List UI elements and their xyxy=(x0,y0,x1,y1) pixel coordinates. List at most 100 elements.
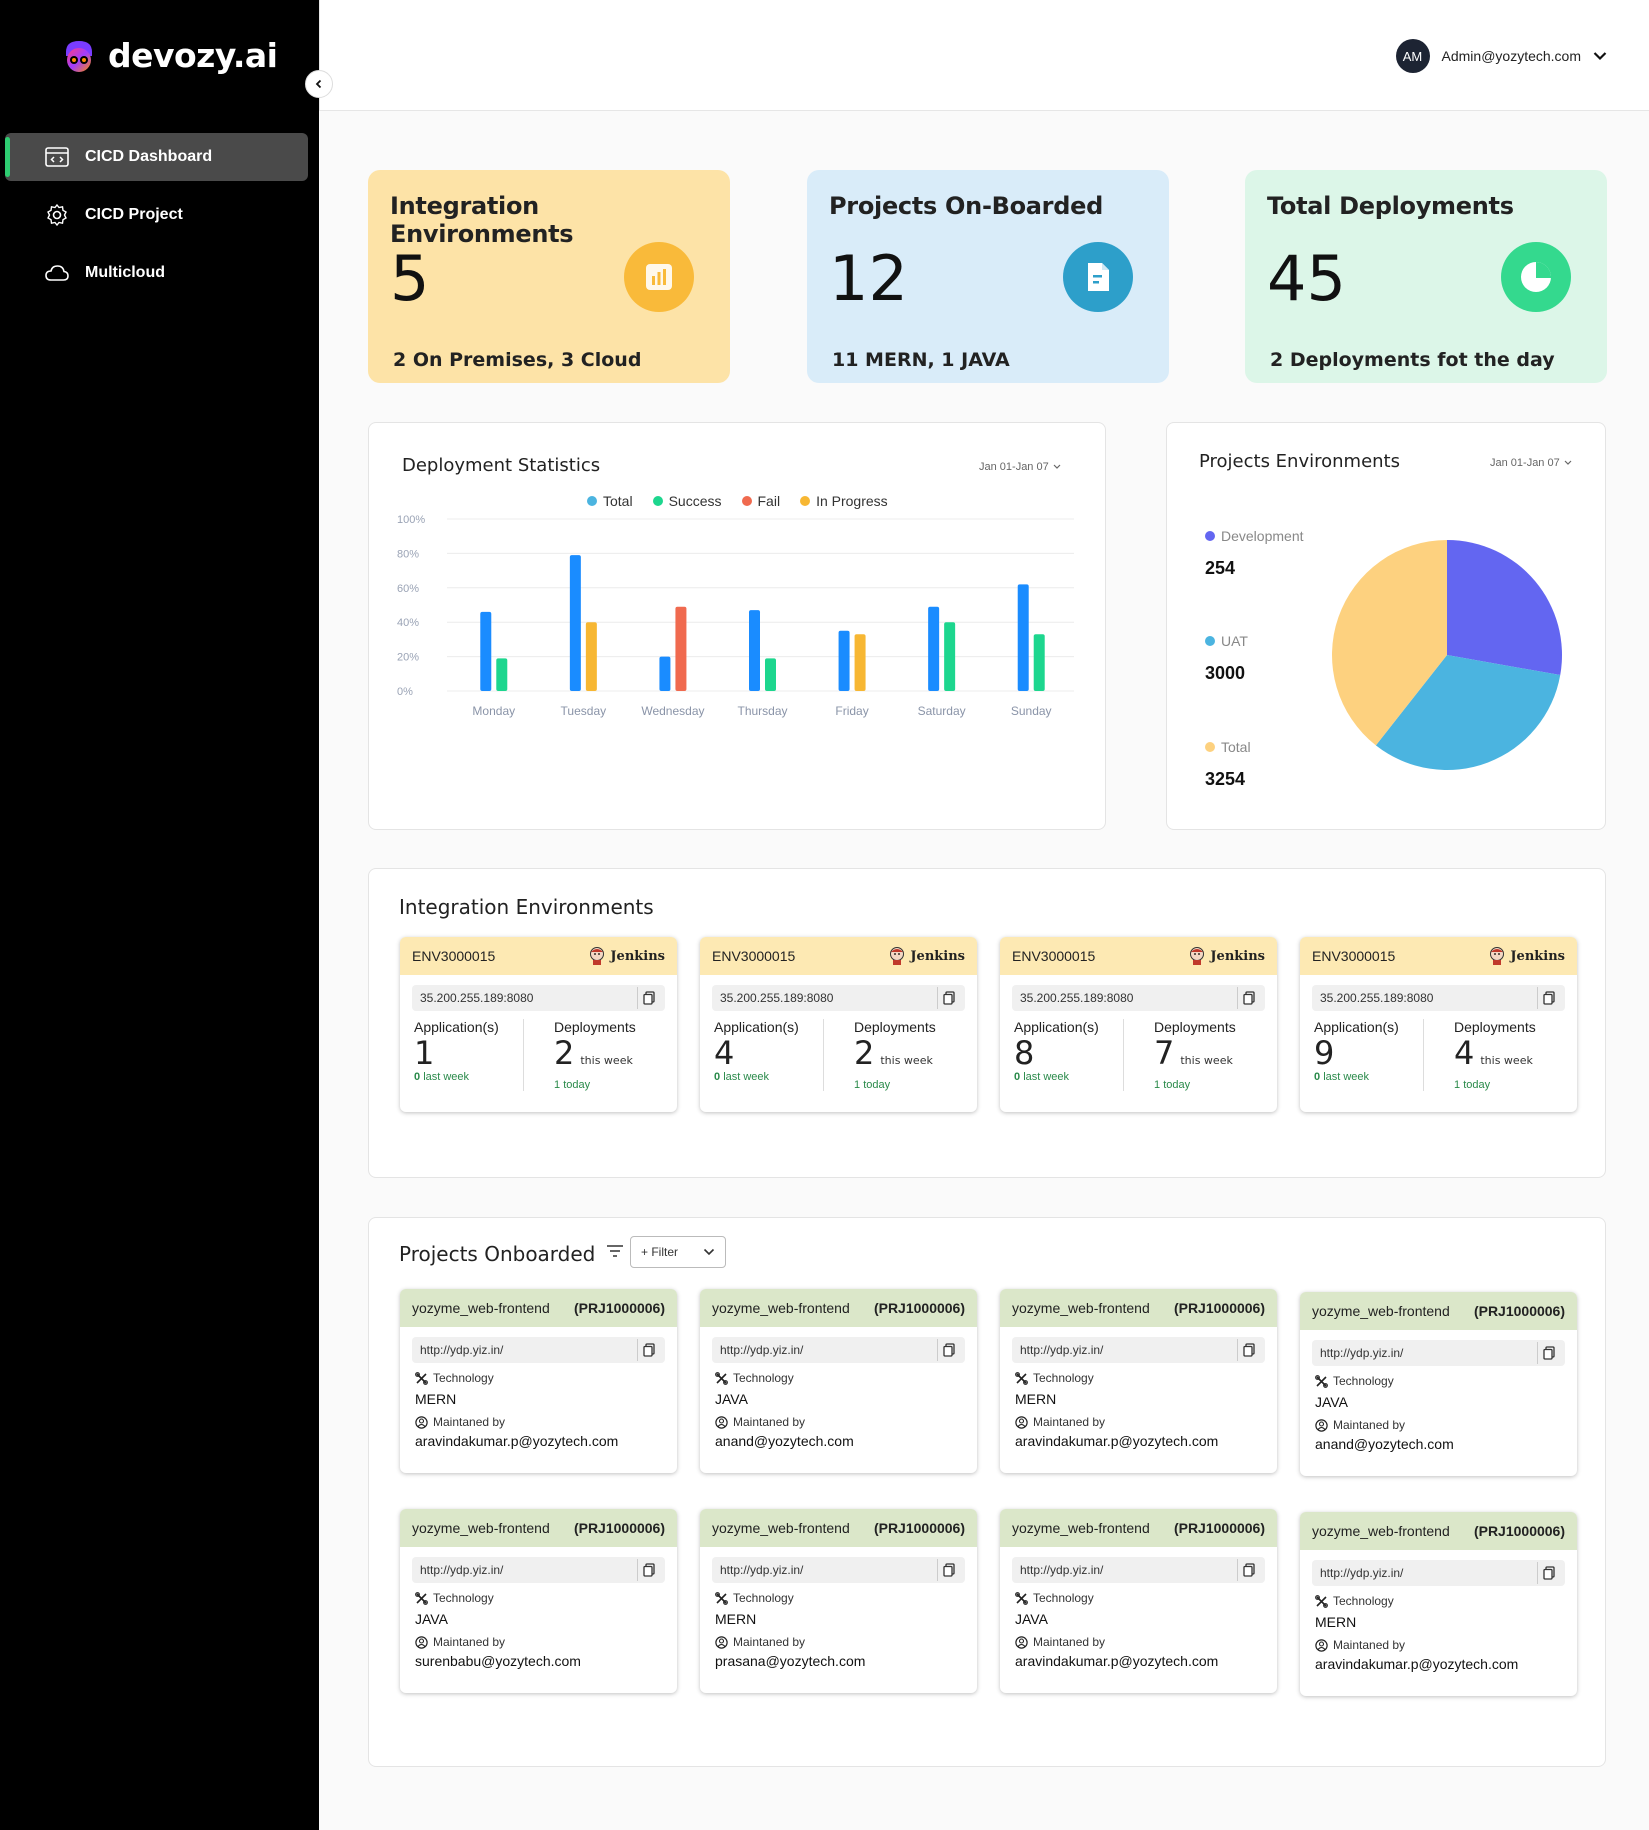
project-card[interactable]: yozyme_web-frontend (PRJ1000006) http://… xyxy=(700,1509,977,1693)
bar-total[interactable] xyxy=(569,555,581,691)
sidebar-item-cicd-dashboard[interactable]: CICD Dashboard xyxy=(5,133,308,181)
user-circle-icon xyxy=(1315,1638,1328,1652)
project-card[interactable]: yozyme_web-frontend (PRJ1000006) http://… xyxy=(1300,1292,1577,1476)
last-week-label: last week xyxy=(1323,1071,1370,1083)
logo-icon xyxy=(66,40,92,72)
copy-button[interactable] xyxy=(1537,1562,1559,1584)
technology-icon xyxy=(1015,1591,1028,1605)
bar-chart-icon xyxy=(646,264,672,290)
bar-success[interactable] xyxy=(496,658,508,691)
copy-button[interactable] xyxy=(1537,987,1559,1009)
last-week-count: 0 xyxy=(414,1071,421,1083)
pie-slice-total[interactable] xyxy=(1332,540,1447,746)
pie-chart-icon xyxy=(1521,262,1551,292)
project-card[interactable]: yozyme_web-frontend (PRJ1000006) http://… xyxy=(1000,1509,1277,1693)
project-url-field: http://ydp.yiz.in/ xyxy=(712,1337,965,1363)
chevron-left-icon xyxy=(315,79,322,89)
copy-icon xyxy=(1242,991,1255,1005)
maintained-by-label-row: Maintaned by xyxy=(415,1635,662,1649)
filter-dropdown[interactable]: + Filter xyxy=(630,1236,726,1268)
bar-total[interactable] xyxy=(659,656,671,691)
copy-button[interactable] xyxy=(637,987,659,1009)
technology-label-row: Technology xyxy=(715,1591,962,1605)
copy-button[interactable] xyxy=(637,1339,659,1361)
project-card[interactable]: yozyme_web-frontend (PRJ1000006) http://… xyxy=(700,1289,977,1473)
pie-slice-uat[interactable] xyxy=(1375,655,1561,770)
env-card[interactable]: ENV3000015 Jenkins 35.200.255.189:8080 A… xyxy=(1300,937,1577,1112)
today-text: 1 today xyxy=(854,1079,963,1091)
bar-in-progress[interactable] xyxy=(585,622,597,691)
bar-total[interactable] xyxy=(749,610,760,691)
bar-total[interactable] xyxy=(1017,584,1029,691)
copy-button[interactable] xyxy=(937,1559,959,1581)
bar-fail[interactable] xyxy=(675,606,687,691)
deployments-metric: Deployments 4 this week 1 today xyxy=(1423,1019,1563,1091)
project-card-header: yozyme_web-frontend (PRJ1000006) xyxy=(1300,1292,1577,1330)
sidebar-collapse-button[interactable] xyxy=(305,70,333,98)
technology-icon xyxy=(1315,1374,1328,1388)
copy-button[interactable] xyxy=(1537,1342,1559,1364)
copy-button[interactable] xyxy=(1237,1559,1259,1581)
env-card[interactable]: ENV3000015 Jenkins 35.200.255.189:8080 A… xyxy=(1000,937,1277,1112)
chevron-down-icon xyxy=(1564,460,1572,465)
maintainer-email: anand@yozytech.com xyxy=(1315,1436,1454,1452)
technology-label: Technology xyxy=(733,1591,794,1605)
metric-label: Deployments xyxy=(854,1019,936,1035)
deployments-count: 4 xyxy=(1454,1034,1475,1072)
env-card[interactable]: ENV3000015 Jenkins 35.200.255.189:8080 A… xyxy=(700,937,977,1112)
env-card[interactable]: ENV3000015 Jenkins 35.200.255.189:8080 A… xyxy=(400,937,677,1112)
bar-total[interactable] xyxy=(928,606,940,691)
technology-label-row: Technology xyxy=(715,1371,962,1385)
filter-label: + Filter xyxy=(641,1245,679,1259)
legend-label: UAT xyxy=(1221,633,1248,649)
this-week-label: this week xyxy=(1480,1054,1533,1067)
sidebar-item-multicloud[interactable]: Multicloud xyxy=(5,249,308,297)
date-range-value: Jan 01-Jan 07 xyxy=(1490,457,1560,469)
logo[interactable]: devozy.ai xyxy=(60,36,278,75)
project-card[interactable]: yozyme_web-frontend (PRJ1000006) http://… xyxy=(1000,1289,1277,1473)
technology-value: JAVA xyxy=(715,1391,748,1407)
maintained-by-label: Maintaned by xyxy=(433,1635,506,1649)
bar-success[interactable] xyxy=(944,622,956,691)
today-label: today xyxy=(563,1079,591,1091)
copy-button[interactable] xyxy=(1237,1339,1259,1361)
last-week-label: last week xyxy=(1023,1071,1070,1083)
date-range-select[interactable]: Jan 01-Jan 07 xyxy=(979,461,1061,473)
user-menu[interactable]: AM Admin@yozytech.com xyxy=(1395,39,1607,73)
env-id: ENV3000015 xyxy=(1012,948,1096,964)
date-range-select[interactable]: Jan 01-Jan 07 xyxy=(1490,457,1572,469)
copy-button[interactable] xyxy=(937,1339,959,1361)
sidebar-item-cicd-project[interactable]: CICD Project xyxy=(5,191,308,239)
filter-icon[interactable] xyxy=(606,1244,624,1258)
pie-slice-development[interactable] xyxy=(1447,540,1562,676)
copy-button[interactable] xyxy=(637,1559,659,1581)
env-address-field: 35.200.255.189:8080 xyxy=(1312,985,1565,1011)
copy-button[interactable] xyxy=(1237,987,1259,1009)
user-circle-icon xyxy=(415,1635,428,1649)
project-url: http://ydp.yiz.in/ xyxy=(1020,1343,1104,1357)
bar-success[interactable] xyxy=(1033,634,1045,691)
project-card[interactable]: yozyme_web-frontend (PRJ1000006) http://… xyxy=(400,1509,677,1693)
copy-button[interactable] xyxy=(937,987,959,1009)
bar-total[interactable] xyxy=(480,611,492,691)
project-url: http://ydp.yiz.in/ xyxy=(720,1343,804,1357)
project-card-header: yozyme_web-frontend (PRJ1000006) xyxy=(400,1509,677,1547)
legend-value: 3254 xyxy=(1205,769,1246,789)
maintainer-email: prasana@yozytech.com xyxy=(715,1653,866,1669)
applications-count: 9 xyxy=(1314,1034,1335,1072)
bar-total[interactable] xyxy=(838,630,850,691)
maintained-by-label-row: Maintaned by xyxy=(1315,1418,1562,1432)
stat-icon xyxy=(1501,242,1571,312)
technology-label: Technology xyxy=(433,1371,494,1385)
env-card-header: ENV3000015 Jenkins xyxy=(400,937,677,975)
technology-value: MERN xyxy=(415,1391,457,1407)
stat-value: 45 xyxy=(1267,242,1346,315)
bar-success[interactable] xyxy=(765,658,776,691)
technology-label-row: Technology xyxy=(415,1371,662,1385)
project-card[interactable]: yozyme_web-frontend (PRJ1000006) http://… xyxy=(400,1289,677,1473)
project-details: Technology JAVA Maintaned by anand@yozyt… xyxy=(1300,1374,1577,1452)
project-card[interactable]: yozyme_web-frontend (PRJ1000006) http://… xyxy=(1300,1512,1577,1696)
legend-item-fail: Fail xyxy=(741,493,780,509)
env-address: 35.200.255.189:8080 xyxy=(1020,991,1134,1005)
bar-in-progress[interactable] xyxy=(854,634,866,691)
